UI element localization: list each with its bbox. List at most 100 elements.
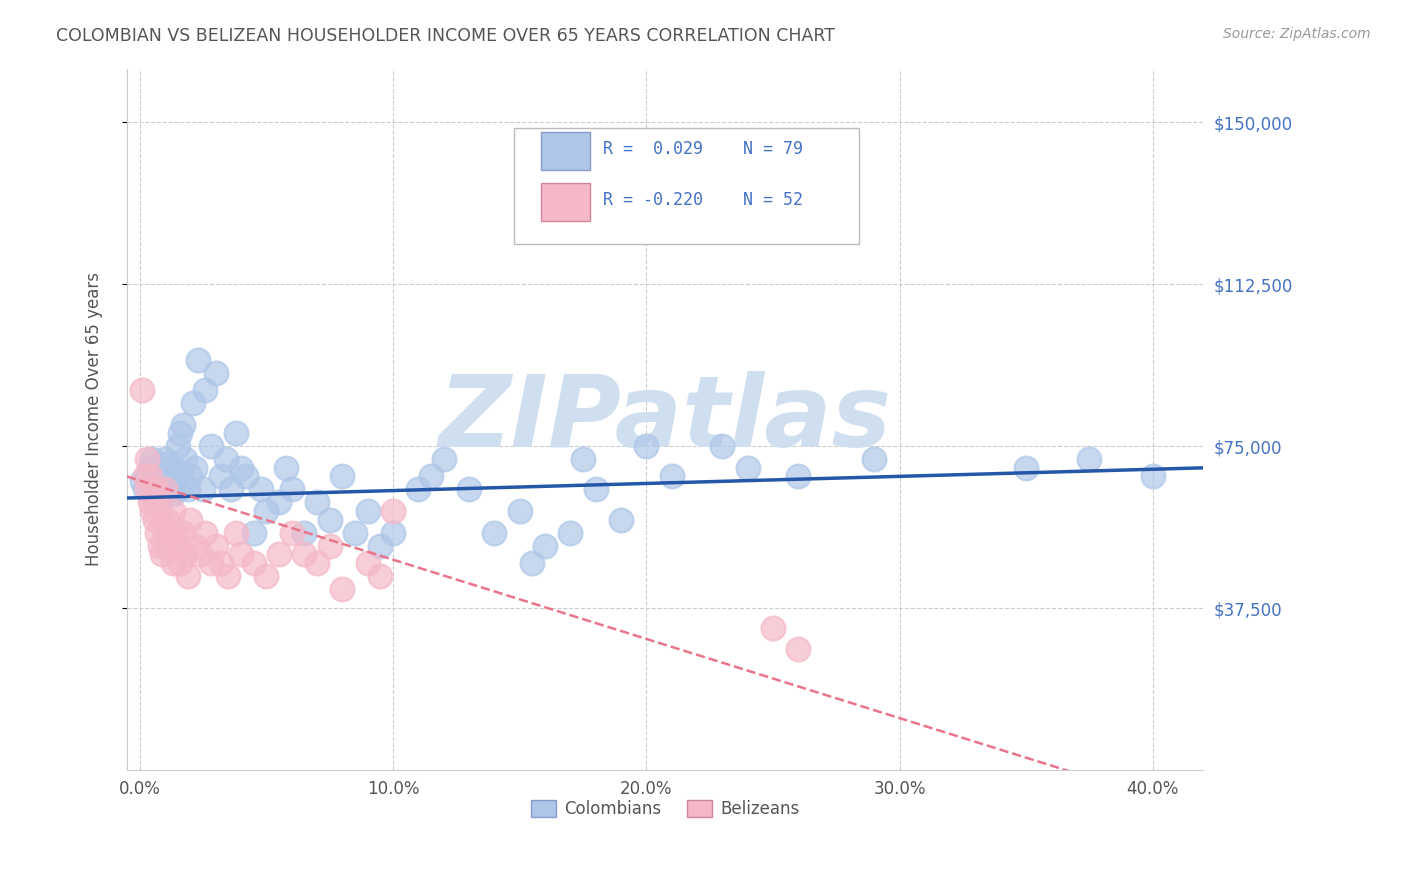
Point xyxy=(159,483,181,497)
Point xyxy=(534,539,557,553)
Point xyxy=(522,556,544,570)
Point xyxy=(136,452,159,467)
Point xyxy=(572,452,595,467)
Point xyxy=(276,460,298,475)
Point xyxy=(146,525,169,540)
Point xyxy=(149,539,172,553)
Point xyxy=(136,469,159,483)
FancyBboxPatch shape xyxy=(515,128,859,244)
Point xyxy=(149,483,172,497)
Point xyxy=(292,547,315,561)
Text: COLOMBIAN VS BELIZEAN HOUSEHOLDER INCOME OVER 65 YEARS CORRELATION CHART: COLOMBIAN VS BELIZEAN HOUSEHOLDER INCOME… xyxy=(56,27,835,45)
Point xyxy=(209,556,232,570)
Point xyxy=(141,452,163,467)
Point xyxy=(169,465,191,479)
Point xyxy=(292,525,315,540)
Point xyxy=(190,547,212,561)
Point xyxy=(150,547,173,561)
Point xyxy=(184,539,207,553)
Point xyxy=(184,460,207,475)
Point xyxy=(156,539,179,553)
Point xyxy=(131,474,153,488)
Point xyxy=(1078,452,1101,467)
Point xyxy=(153,469,176,483)
Point xyxy=(457,483,479,497)
Point xyxy=(219,483,242,497)
Point xyxy=(636,439,658,453)
Point xyxy=(1015,460,1038,475)
Point xyxy=(141,483,163,497)
Point xyxy=(343,525,366,540)
Point xyxy=(280,525,302,540)
Point xyxy=(330,582,353,596)
Point xyxy=(585,483,607,497)
Point xyxy=(156,478,179,492)
Point xyxy=(143,487,166,501)
Point xyxy=(1142,469,1164,483)
Point xyxy=(146,478,169,492)
Point xyxy=(159,469,181,483)
Point xyxy=(162,460,184,475)
Point xyxy=(150,474,173,488)
Point xyxy=(187,352,209,367)
Point xyxy=(174,547,197,561)
Point xyxy=(172,417,194,432)
Point xyxy=(181,396,204,410)
Point xyxy=(136,483,159,497)
Point xyxy=(200,556,222,570)
Point xyxy=(419,469,441,483)
Point xyxy=(169,426,191,441)
Point xyxy=(138,469,160,483)
Point xyxy=(194,383,217,397)
Point xyxy=(267,495,290,509)
Point xyxy=(177,483,200,497)
Point xyxy=(225,426,247,441)
Point xyxy=(330,469,353,483)
Point xyxy=(134,469,156,483)
Point xyxy=(143,495,166,509)
Point xyxy=(153,525,176,540)
Point xyxy=(166,439,188,453)
Point xyxy=(162,504,184,518)
Point xyxy=(242,525,264,540)
Point xyxy=(156,513,179,527)
Point xyxy=(225,525,247,540)
Point xyxy=(254,504,277,518)
Point xyxy=(242,556,264,570)
Point xyxy=(305,556,328,570)
Point xyxy=(610,513,633,527)
Point xyxy=(863,452,886,467)
Point xyxy=(368,568,391,582)
Point xyxy=(318,539,340,553)
Point xyxy=(318,513,340,527)
Point xyxy=(166,539,188,553)
Point xyxy=(179,469,201,483)
Point xyxy=(169,556,191,570)
Point xyxy=(484,525,506,540)
Legend: Colombians, Belizeans: Colombians, Belizeans xyxy=(524,793,806,825)
Point xyxy=(762,621,785,635)
Point xyxy=(166,483,188,497)
Text: R =  0.029    N = 79: R = 0.029 N = 79 xyxy=(603,140,803,158)
Point xyxy=(156,457,179,471)
FancyBboxPatch shape xyxy=(541,132,591,170)
Point xyxy=(172,525,194,540)
Point xyxy=(560,525,582,540)
Point xyxy=(146,460,169,475)
Point xyxy=(143,469,166,483)
Point xyxy=(153,483,176,497)
Point xyxy=(267,547,290,561)
Point xyxy=(149,465,172,479)
Point xyxy=(250,483,273,497)
Point xyxy=(280,483,302,497)
Point xyxy=(150,491,173,505)
Point xyxy=(162,556,184,570)
Point xyxy=(141,483,163,497)
Point xyxy=(204,539,226,553)
Text: Source: ZipAtlas.com: Source: ZipAtlas.com xyxy=(1223,27,1371,41)
Point xyxy=(215,452,238,467)
Point xyxy=(146,483,169,497)
Point xyxy=(356,504,378,518)
Point xyxy=(149,504,172,518)
Point xyxy=(305,495,328,509)
